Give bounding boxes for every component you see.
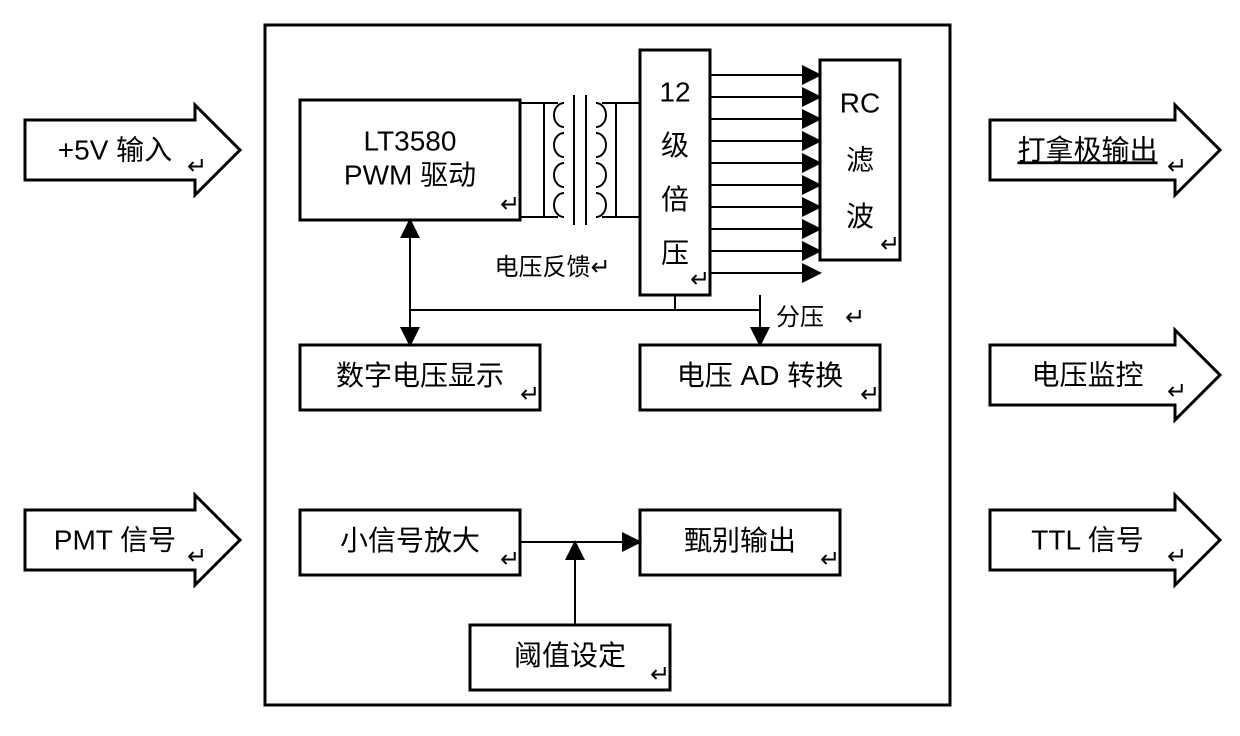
rc-filter-block-vlabel-0: RC (840, 88, 880, 119)
svg-text:↵: ↵ (845, 304, 865, 331)
svg-text:↵: ↵ (880, 231, 900, 258)
discriminator-output-block-label-0: 甄别输出 (684, 525, 796, 556)
svg-text:↵: ↵ (690, 266, 710, 293)
multiplier-12-block-vlabel-1: 级 (661, 130, 689, 161)
svg-text:↵: ↵ (590, 254, 610, 281)
output-dynode-arrow-label: 打拿极输出 (1017, 134, 1157, 165)
input-pmt-arrow-label: PMT 信号 (54, 524, 176, 555)
svg-text:↵: ↵ (860, 381, 880, 408)
multiplier-12-block-vlabel-0: 12 (659, 76, 690, 107)
pwm-driver-block-label-0: LT3580 (364, 125, 457, 156)
input-5v-arrow-label: +5V 输入 (58, 134, 172, 165)
svg-text:↵: ↵ (1167, 378, 1187, 405)
multiplier-12-block-vlabel-2: 倍 (661, 184, 689, 215)
svg-text:↵: ↵ (500, 191, 520, 218)
svg-text:↵: ↵ (520, 381, 540, 408)
threshold-set-block-label-0: 阈值设定 (514, 640, 626, 671)
svg-text:↵: ↵ (187, 153, 207, 180)
rc-filter-block-vlabel-2: 波 (846, 201, 874, 232)
svg-text:↵: ↵ (650, 661, 670, 688)
voltage-ad-conv-block-label-0: 电压 AD 转换 (677, 360, 843, 391)
voltage-feedback-label: 电压反馈 (495, 254, 591, 281)
voltage-divide-label: 分压 (776, 304, 824, 331)
svg-text:↵: ↵ (187, 543, 207, 570)
svg-text:↵: ↵ (500, 546, 520, 573)
digital-voltage-display-block-label-0: 数字电压显示 (336, 360, 504, 391)
svg-text:↵: ↵ (820, 546, 840, 573)
output-ttl-arrow-label: TTL 信号 (1031, 524, 1144, 555)
svg-text:↵: ↵ (1167, 153, 1187, 180)
pwm-driver-block-label-1: PWM 驱动 (344, 159, 476, 190)
small-signal-amp-block-label-0: 小信号放大 (340, 525, 480, 556)
output-vmon-arrow-label: 电压监控 (1031, 359, 1143, 390)
svg-text:↵: ↵ (1167, 543, 1187, 570)
rc-filter-block-vlabel-1: 滤 (846, 144, 874, 175)
multiplier-12-block-vlabel-3: 压 (661, 238, 689, 269)
